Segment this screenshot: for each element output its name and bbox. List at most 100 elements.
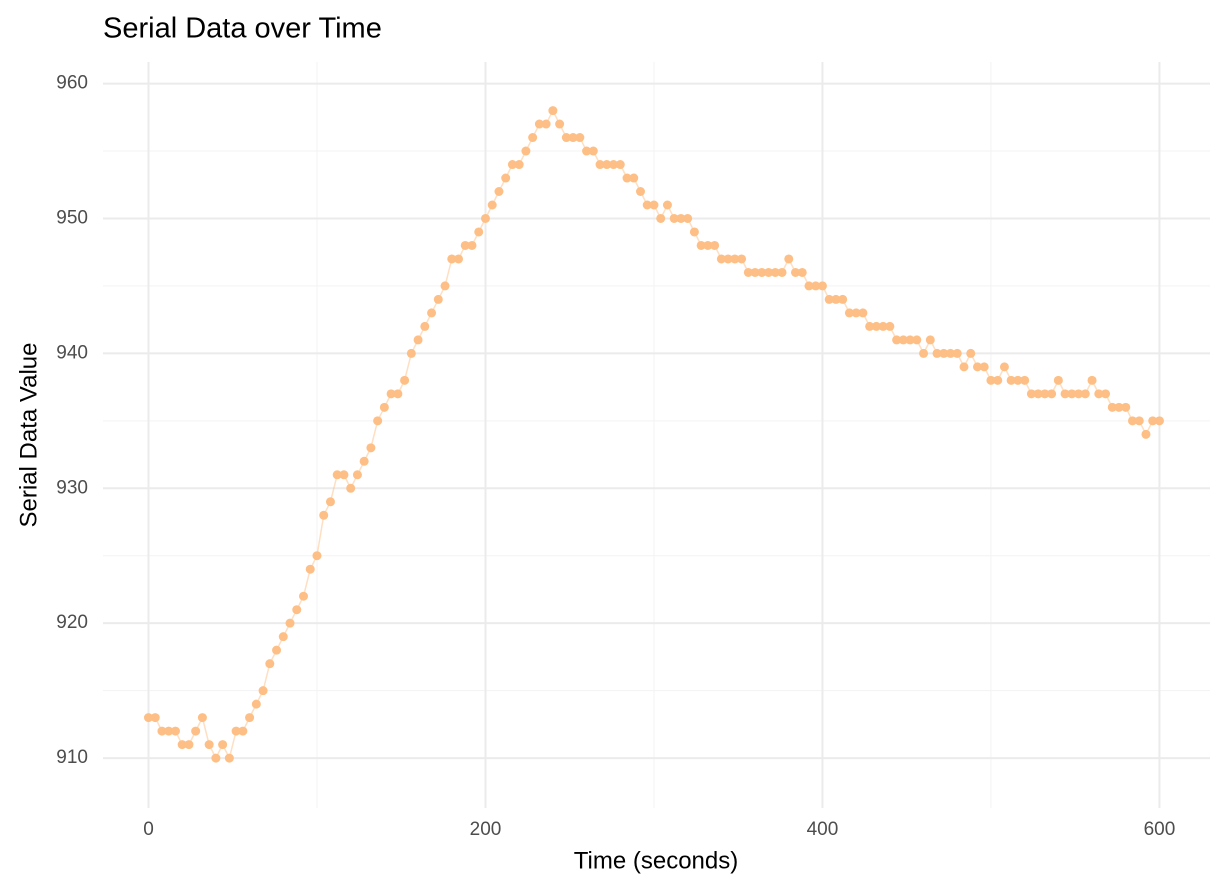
data-point	[568, 133, 578, 143]
data-point	[710, 240, 720, 250]
data-point	[238, 726, 248, 736]
data-point	[278, 632, 288, 642]
data-point	[622, 173, 632, 183]
data-point	[400, 375, 410, 385]
data-point	[231, 726, 241, 736]
data-point	[501, 173, 511, 183]
data-point	[474, 227, 484, 237]
data-point	[642, 200, 652, 210]
data-point	[325, 497, 335, 507]
data-point	[1114, 402, 1124, 412]
data-point	[925, 335, 935, 345]
data-point	[218, 740, 228, 750]
x-tick-label: 200	[470, 819, 502, 840]
data-point	[878, 321, 888, 331]
data-point	[143, 713, 153, 723]
data-point	[588, 146, 598, 156]
data-point	[662, 200, 672, 210]
data-point	[966, 348, 976, 358]
data-point	[1094, 389, 1104, 399]
data-point	[838, 294, 848, 304]
data-point	[555, 119, 565, 129]
data-point	[319, 510, 329, 520]
y-tick-label: 950	[56, 208, 88, 229]
data-point	[871, 321, 881, 331]
data-point	[507, 160, 517, 170]
data-point	[292, 605, 302, 615]
data-point	[784, 254, 794, 264]
data-point	[993, 375, 1003, 385]
data-point	[1067, 389, 1077, 399]
data-point	[919, 348, 929, 358]
data-point	[528, 133, 538, 143]
data-point	[164, 726, 174, 736]
data-point	[366, 443, 376, 453]
data-point	[534, 119, 544, 129]
chart-title: Serial Data over Time	[103, 13, 382, 45]
data-point	[460, 240, 470, 250]
data-point	[649, 200, 659, 210]
data-point	[480, 213, 490, 223]
data-point	[844, 308, 854, 318]
data-point	[972, 362, 982, 372]
data-point	[791, 267, 801, 277]
data-point	[1033, 389, 1043, 399]
data-point	[892, 335, 902, 345]
data-point	[629, 173, 639, 183]
data-point	[224, 753, 234, 763]
data-point	[615, 160, 625, 170]
data-point	[427, 308, 437, 318]
data-point	[811, 281, 821, 291]
data-point	[1006, 375, 1016, 385]
data-point	[433, 294, 443, 304]
data-point	[386, 389, 396, 399]
data-point	[413, 335, 423, 345]
data-point	[602, 160, 612, 170]
data-point	[1087, 375, 1097, 385]
data-point	[265, 659, 275, 669]
data-point	[777, 267, 787, 277]
data-point	[352, 470, 362, 480]
data-point	[689, 227, 699, 237]
data-point	[514, 160, 524, 170]
data-point	[1134, 416, 1144, 426]
data-point	[939, 348, 949, 358]
data-point	[197, 713, 207, 723]
data-point	[595, 160, 605, 170]
data-point	[467, 240, 477, 250]
data-point	[635, 187, 645, 197]
data-point	[487, 200, 497, 210]
data-point	[272, 645, 282, 655]
data-point	[797, 267, 807, 277]
y-tick-label: 910	[56, 747, 88, 768]
data-point	[757, 267, 767, 277]
data-point	[743, 267, 753, 277]
data-point	[1013, 375, 1023, 385]
data-point	[858, 308, 868, 318]
data-point	[932, 348, 942, 358]
data-point	[521, 146, 531, 156]
data-point	[494, 187, 504, 197]
data-point	[824, 294, 834, 304]
data-point	[1047, 389, 1057, 399]
data-point	[696, 240, 706, 250]
data-point	[1148, 416, 1158, 426]
data-point	[285, 618, 295, 628]
data-point	[184, 740, 194, 750]
data-point	[211, 753, 221, 763]
data-point	[191, 726, 201, 736]
data-point	[1026, 389, 1036, 399]
data-point	[258, 686, 268, 696]
data-point	[177, 740, 187, 750]
data-point	[575, 133, 585, 143]
data-point	[1080, 389, 1090, 399]
data-point	[312, 551, 322, 561]
data-point	[851, 308, 861, 318]
data-point	[804, 281, 814, 291]
data-point	[1154, 416, 1164, 426]
data-point	[1060, 389, 1070, 399]
data-point	[373, 416, 383, 426]
data-point	[669, 213, 679, 223]
data-point	[831, 294, 841, 304]
